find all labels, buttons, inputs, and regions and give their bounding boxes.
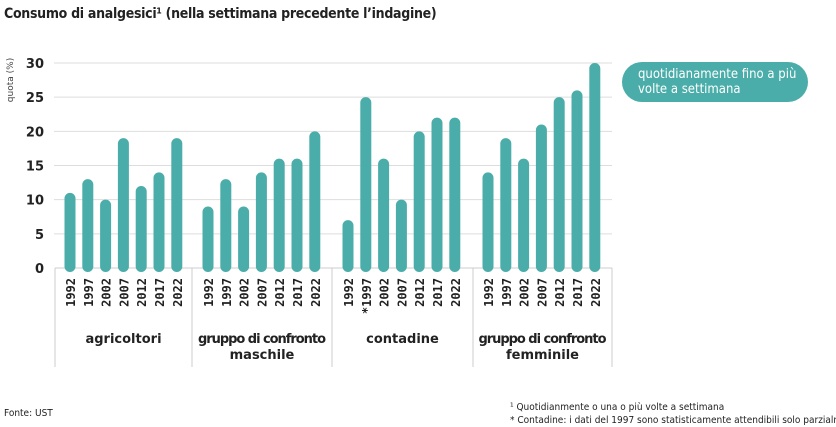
bar: [535, 124, 547, 272]
bar: [553, 97, 565, 273]
bar: [482, 172, 494, 272]
bar: [342, 220, 354, 272]
y-tick-label: 30: [26, 57, 44, 72]
group-label: contadine: [366, 332, 439, 347]
bar: [117, 138, 129, 272]
x-tick-label: 2022: [171, 278, 185, 307]
bar: [220, 179, 232, 272]
y-tick-label: 15: [26, 160, 44, 175]
x-tick-label: 1992: [64, 278, 78, 307]
x-tick-label: 1997: [220, 278, 234, 307]
x-tick-label: 2002: [518, 278, 532, 307]
chart-title: Consumo di analgesici¹ (nella settimana …: [4, 6, 437, 22]
x-tick-label: 2002: [100, 278, 114, 307]
y-tick-label: 0: [35, 262, 44, 277]
x-tick-label: 2017: [153, 278, 167, 307]
source-note: Fonte: UST: [4, 408, 53, 419]
y-tick-label: 10: [26, 194, 44, 209]
x-tick-label: 2012: [553, 278, 567, 307]
group-label: gruppo di confronto: [198, 332, 326, 347]
bar: [82, 179, 94, 272]
bar: [202, 206, 214, 272]
bar: [273, 158, 285, 272]
bar: [309, 131, 321, 272]
x-tick-label: 2017: [431, 278, 445, 307]
x-tick-label: 2012: [413, 278, 427, 307]
bar: [291, 158, 303, 272]
bar: [100, 199, 112, 272]
x-tick-label: 1997: [82, 278, 96, 307]
x-tick-label: 2017: [291, 278, 305, 307]
group-label: gruppo di confronto: [479, 332, 607, 347]
x-tick-label: 2007: [395, 278, 409, 307]
x-tick-label: 2022: [449, 278, 463, 307]
bar: [238, 206, 250, 272]
bar: [153, 172, 165, 272]
bar: [413, 131, 425, 272]
y-tick-label: 25: [26, 91, 44, 106]
group-label: femminile: [506, 348, 579, 363]
bar: [518, 158, 530, 272]
x-tick-label: 2007: [255, 278, 269, 307]
legend-item: quotidianamente fino a più volte a setti…: [622, 62, 808, 102]
bar: [449, 117, 461, 273]
x-tick-label: 2002: [238, 278, 252, 307]
y-tick-label: 5: [35, 228, 44, 243]
bar: [64, 192, 76, 272]
x-tick-label: 1997: [500, 278, 514, 307]
footnote-2: * Contadine: i dati del 1997 sono statis…: [510, 415, 836, 426]
x-tick-label: 2002: [378, 278, 392, 307]
x-tick-label: 2022: [309, 278, 323, 307]
x-tick-label: 2012: [273, 278, 287, 307]
x-tick-label: 1992: [202, 278, 216, 307]
bar: [135, 186, 147, 272]
group-label: agricoltori: [85, 332, 161, 347]
bar: [431, 117, 443, 273]
x-tick-label: *1997: [360, 278, 374, 314]
x-tick-label: 2007: [117, 278, 131, 307]
bar: [589, 63, 601, 272]
bar: [360, 97, 372, 273]
y-axis-label: quota (%): [6, 58, 16, 102]
bar: [500, 138, 512, 272]
x-tick-label: 1992: [482, 278, 496, 307]
bar: [395, 199, 407, 272]
bar: [571, 90, 583, 272]
bar: [378, 158, 390, 272]
legend-label: quotidianamente fino a più volte a setti…: [638, 67, 797, 97]
x-tick-label: 2012: [135, 278, 149, 307]
x-tick-label: 1992: [342, 278, 356, 307]
y-tick-label: 20: [26, 125, 44, 140]
x-tick-label: 2007: [535, 278, 549, 307]
footnote-1: ¹ Quotidianmente o una o più volte a set…: [510, 402, 725, 413]
bar: [171, 138, 183, 272]
group-label: maschile: [230, 348, 295, 363]
x-tick-label: 2017: [571, 278, 585, 307]
bar: [255, 172, 267, 272]
x-tick-label: 2022: [589, 278, 603, 307]
